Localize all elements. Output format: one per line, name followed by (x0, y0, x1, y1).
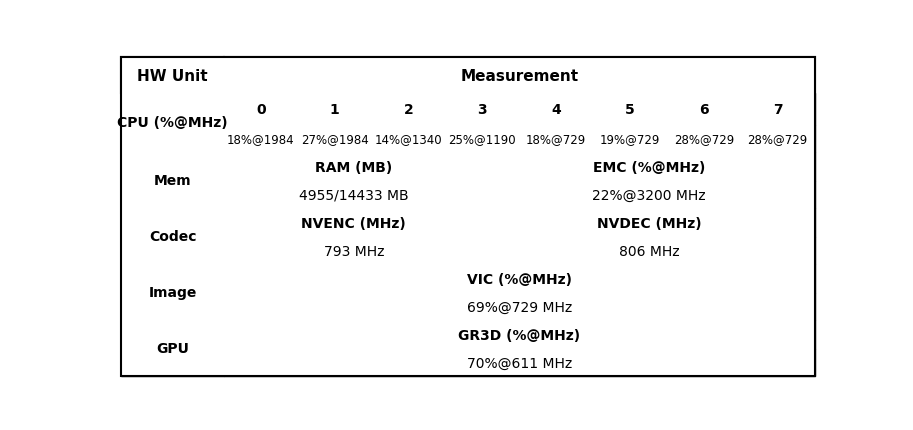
Text: 3: 3 (477, 103, 488, 117)
Bar (224, 320, 814, 350)
Text: Measurement: Measurement (460, 68, 578, 83)
Text: 18%@1984: 18%@1984 (227, 133, 295, 146)
Text: Codec: Codec (149, 229, 196, 243)
Bar (224, 294, 814, 320)
Text: 806 MHz: 806 MHz (619, 244, 679, 258)
Bar (224, 238, 484, 264)
Text: 27%@1984: 27%@1984 (300, 133, 369, 146)
Text: EMC (%@MHz): EMC (%@MHz) (593, 160, 706, 174)
Bar (372, 94, 446, 126)
Bar (446, 126, 519, 153)
Bar (484, 209, 814, 238)
Text: HW Unit: HW Unit (137, 68, 208, 83)
Text: 1: 1 (330, 103, 340, 117)
Bar (484, 182, 814, 209)
Text: 0: 0 (256, 103, 266, 117)
Bar (446, 94, 519, 126)
Text: Mem: Mem (153, 174, 192, 187)
Bar (224, 94, 298, 126)
Text: NVDEC (MHz): NVDEC (MHz) (597, 216, 701, 230)
Text: 7: 7 (773, 103, 782, 117)
Text: Image: Image (148, 285, 196, 299)
Bar (740, 126, 814, 153)
Text: VIC (%@MHz): VIC (%@MHz) (467, 272, 572, 286)
Text: CPU (%@MHz): CPU (%@MHz) (117, 116, 228, 130)
Text: RAM (MB): RAM (MB) (315, 160, 393, 174)
Bar (224, 264, 814, 294)
Text: 6: 6 (699, 103, 708, 117)
Bar (298, 94, 372, 126)
Bar (740, 94, 814, 126)
Text: 22%@3200 MHz: 22%@3200 MHz (593, 188, 706, 202)
Bar (298, 126, 372, 153)
Text: 793 MHz: 793 MHz (323, 244, 384, 258)
Text: 4955/14433 MB: 4955/14433 MB (299, 188, 409, 202)
Bar (224, 126, 298, 153)
Bar (224, 350, 814, 376)
Text: NVENC (MHz): NVENC (MHz) (301, 216, 406, 230)
Text: 4: 4 (551, 103, 561, 117)
Text: GPU: GPU (156, 341, 189, 355)
Bar (519, 94, 593, 126)
Bar (666, 126, 740, 153)
Text: GR3D (%@MHz): GR3D (%@MHz) (458, 328, 581, 342)
Text: 28%@729: 28%@729 (748, 133, 808, 146)
Bar (484, 238, 814, 264)
Bar (372, 126, 446, 153)
Text: 18%@729: 18%@729 (526, 133, 586, 146)
Text: 69%@729 MHz: 69%@729 MHz (467, 300, 572, 314)
Bar (121, 209, 224, 264)
Text: 25%@1190: 25%@1190 (448, 133, 516, 146)
Text: 2: 2 (404, 103, 414, 117)
Bar (666, 94, 740, 126)
Bar (519, 126, 593, 153)
Bar (224, 58, 814, 94)
Bar (121, 264, 224, 320)
Bar (121, 58, 224, 94)
Bar (121, 320, 224, 376)
Bar (224, 209, 484, 238)
Bar (224, 182, 484, 209)
Text: 14%@1340: 14%@1340 (374, 133, 442, 146)
Text: 28%@729: 28%@729 (674, 133, 734, 146)
Bar (484, 153, 814, 182)
Text: 5: 5 (625, 103, 635, 117)
Bar (593, 126, 666, 153)
Bar (224, 153, 484, 182)
Bar (121, 153, 224, 209)
Text: 19%@729: 19%@729 (600, 133, 660, 146)
Bar (593, 94, 666, 126)
Text: 70%@611 MHz: 70%@611 MHz (467, 356, 572, 370)
Bar (121, 94, 224, 153)
